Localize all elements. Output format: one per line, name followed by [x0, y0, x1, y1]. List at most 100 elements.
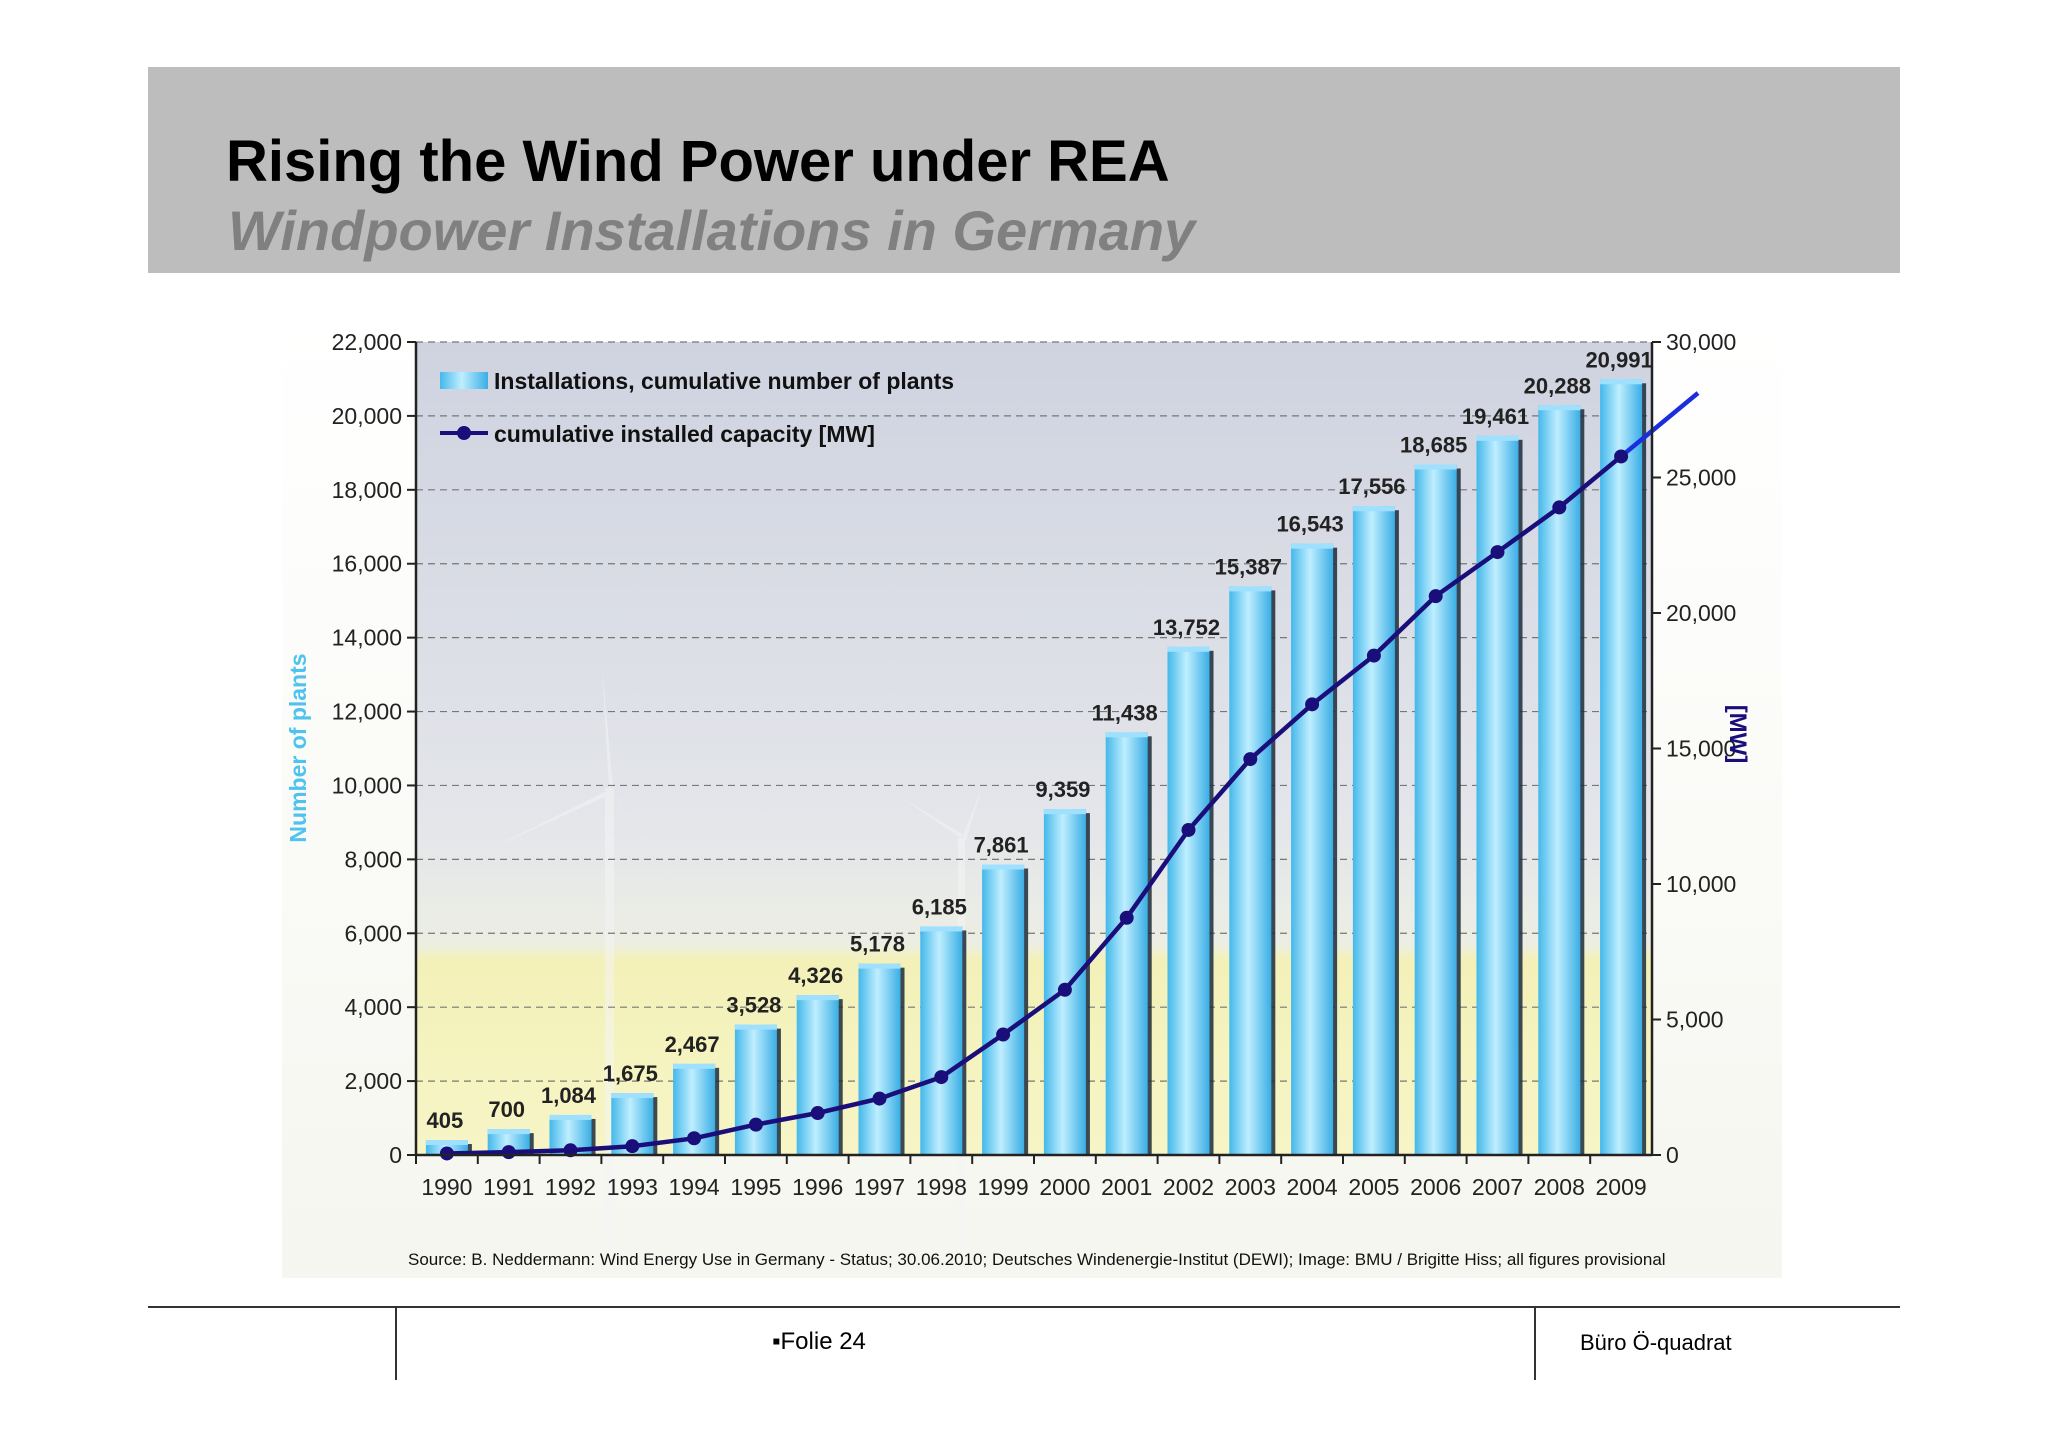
y-tick-label: 2,000 — [344, 1068, 402, 1094]
x-tick-label: 2001 — [1101, 1174, 1152, 1200]
x-tick-label: 2009 — [1596, 1174, 1647, 1200]
y2-tick-label: 5,000 — [1666, 1007, 1724, 1033]
capacity-point — [1057, 982, 1072, 997]
capacity-point — [996, 1027, 1011, 1042]
bar-top — [487, 1129, 530, 1135]
bar-top — [1105, 732, 1148, 738]
bar-value-label: 20,288 — [1524, 373, 1591, 398]
bar-top — [920, 926, 963, 932]
footer-separator-left — [395, 1306, 397, 1380]
x-tick-label: 1991 — [483, 1174, 534, 1200]
capacity-point — [748, 1117, 763, 1132]
capacity-point — [1181, 822, 1196, 837]
bar-top — [1291, 543, 1334, 549]
bar — [1229, 586, 1272, 1155]
bar-top — [982, 864, 1025, 870]
footer-bullet: ▪ — [772, 1328, 781, 1355]
bar-top — [734, 1024, 777, 1030]
bar-top — [858, 963, 901, 969]
x-tick-label: 1996 — [792, 1174, 843, 1200]
bar-value-label: 13,752 — [1153, 615, 1220, 640]
footer-divider — [148, 1306, 1900, 1308]
y-tick-label: 12,000 — [332, 699, 402, 725]
capacity-point — [1428, 589, 1443, 604]
bar-value-label: 1,675 — [603, 1061, 658, 1086]
slide-title: Rising the Wind Power under REA — [226, 129, 1170, 194]
y-tick-label: 6,000 — [344, 920, 402, 946]
bar-value-label: 1,084 — [541, 1083, 597, 1108]
capacity-point — [1490, 545, 1505, 560]
y-tick-label: 8,000 — [344, 846, 402, 872]
bar-top — [1043, 809, 1086, 815]
bar-top — [1352, 506, 1395, 512]
x-tick-label: 2000 — [1039, 1174, 1090, 1200]
legend-bar-swatch — [440, 372, 488, 389]
bar — [1352, 506, 1395, 1155]
bar-top — [549, 1114, 592, 1120]
bar-value-label: 2,467 — [665, 1032, 720, 1057]
bar-value-label: 18,685 — [1400, 433, 1467, 458]
y-tick-label: 0 — [389, 1142, 402, 1168]
bar — [1105, 732, 1148, 1155]
bar-value-label: 3,528 — [726, 993, 781, 1018]
capacity-point — [1243, 752, 1258, 767]
capacity-point — [625, 1139, 640, 1154]
legend-line-marker — [457, 426, 471, 440]
capacity-point — [810, 1106, 825, 1121]
x-tick-label: 2005 — [1348, 1174, 1399, 1200]
capacity-point — [1366, 648, 1381, 663]
bar-value-label: 6,185 — [912, 894, 967, 919]
footer-page-number: ▪Folie 24 — [772, 1328, 866, 1356]
bar-value-label: 16,543 — [1276, 512, 1343, 537]
capacity-point — [1552, 500, 1567, 515]
y-tick-label: 10,000 — [332, 772, 402, 798]
bar-value-label: 5,178 — [850, 932, 905, 957]
x-tick-label: 2007 — [1472, 1174, 1523, 1200]
slide-subtitle: Windpower Installations in Germany — [228, 199, 1196, 262]
y-tick-label: 20,000 — [332, 403, 402, 429]
bar-top — [673, 1063, 716, 1069]
bar — [920, 926, 963, 1155]
bar-top — [611, 1093, 654, 1099]
footer-author: Büro Ö-quadrat — [1580, 1330, 1732, 1355]
x-tick-label: 2004 — [1287, 1174, 1338, 1200]
capacity-point — [687, 1131, 702, 1146]
y2-tick-label: 25,000 — [1666, 465, 1736, 491]
y-tick-label: 14,000 — [332, 625, 402, 651]
bar — [796, 995, 839, 1155]
x-tick-label: 1990 — [421, 1174, 472, 1200]
bar — [1600, 379, 1643, 1156]
footer-separator-right — [1534, 1306, 1536, 1380]
capacity-point — [1305, 697, 1320, 712]
x-tick-label: 1993 — [607, 1174, 658, 1200]
capacity-line — [446, 454, 1623, 1156]
wind-chart: 405 700 1,084 1,675 2,467 3,528 4,326 5,178 6,18… — [282, 318, 1782, 1278]
capacity-point — [872, 1091, 887, 1106]
bar-value-label: 15,387 — [1215, 554, 1282, 579]
capacity-line-extension — [1619, 391, 1700, 459]
bar — [858, 963, 901, 1155]
legend-bar-label: Installations, cumulative number of plan… — [494, 368, 954, 394]
bar — [1291, 543, 1334, 1155]
bar-value-label: 17,556 — [1338, 474, 1405, 499]
bar — [734, 1024, 777, 1155]
bar — [1414, 464, 1457, 1155]
chart-source-note: Source: B. Neddermann: Wind Energy Use i… — [408, 1250, 1666, 1269]
legend-line-label: cumulative installed capacity [MW] — [494, 421, 875, 447]
y-tick-label: 4,000 — [344, 994, 402, 1020]
x-tick-label: 1992 — [545, 1174, 596, 1200]
y2-tick-label: 10,000 — [1666, 871, 1736, 897]
x-tick-label: 2002 — [1163, 1174, 1214, 1200]
bar-value-label: 4,326 — [788, 963, 843, 988]
y2-tick-label: 30,000 — [1666, 329, 1736, 355]
bar-top — [1600, 379, 1643, 385]
y-tick-label: 22,000 — [332, 329, 402, 355]
chart-legend: Installations, cumulative number of plan… — [440, 368, 954, 447]
bar-value-label: 19,461 — [1462, 404, 1529, 429]
y2-tick-label: 0 — [1666, 1142, 1679, 1168]
y-tick-label: 16,000 — [332, 551, 402, 577]
x-tick-label: 1995 — [730, 1174, 781, 1200]
bar-value-label: 20,991 — [1585, 347, 1652, 372]
y2-tick-label: 15,000 — [1666, 736, 1736, 762]
